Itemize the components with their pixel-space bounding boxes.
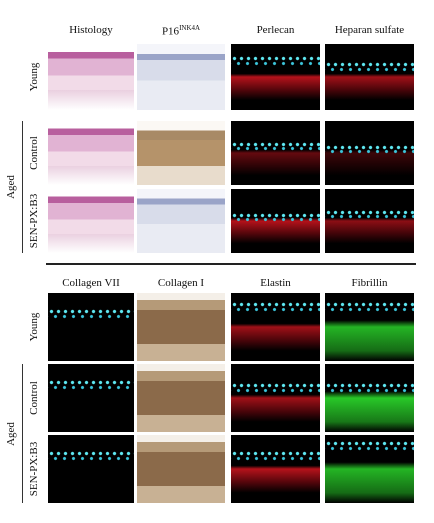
group-label: Aged bbox=[5, 175, 17, 199]
row-label: SEN-PX:B3 bbox=[28, 441, 40, 497]
micrograph bbox=[231, 44, 320, 110]
divider bbox=[46, 263, 416, 265]
micrograph bbox=[137, 435, 225, 503]
group-label: Aged bbox=[5, 421, 17, 446]
micrograph bbox=[137, 293, 225, 361]
group-bracket bbox=[22, 364, 23, 503]
micrograph bbox=[325, 435, 414, 503]
row-label: SEN-PX:B3 bbox=[28, 193, 40, 249]
micrograph bbox=[325, 44, 414, 110]
micrograph bbox=[231, 293, 320, 361]
header-text: P16 bbox=[161, 25, 180, 38]
micrograph bbox=[325, 189, 414, 253]
row-label: Young bbox=[28, 312, 40, 342]
micrograph bbox=[325, 121, 414, 185]
micrograph bbox=[325, 293, 414, 361]
micrograph bbox=[231, 189, 320, 253]
micrograph bbox=[137, 364, 225, 432]
column-header: Perlecan bbox=[256, 24, 295, 36]
micrograph bbox=[231, 364, 320, 432]
micrograph bbox=[48, 44, 134, 110]
micrograph bbox=[48, 435, 134, 503]
micrograph bbox=[48, 121, 134, 185]
micrograph bbox=[231, 435, 320, 503]
header-sup: INK4A bbox=[179, 24, 201, 32]
column-header: Collagen VII bbox=[62, 277, 120, 289]
row-label: Control bbox=[28, 136, 40, 170]
micrograph bbox=[137, 121, 225, 185]
micrograph bbox=[137, 44, 225, 110]
group-bracket bbox=[22, 121, 23, 253]
column-header: Fibrillin bbox=[351, 277, 388, 289]
column-header: P16INK4A bbox=[136, 24, 226, 38]
micrograph bbox=[48, 364, 134, 432]
column-header: Collagen I bbox=[157, 277, 205, 289]
row-label: Young bbox=[28, 62, 40, 92]
column-header: Heparan sulfate bbox=[334, 24, 405, 36]
micrograph bbox=[48, 293, 134, 361]
micrograph bbox=[231, 121, 320, 185]
column-header: Elastin bbox=[260, 277, 291, 289]
micrograph bbox=[137, 189, 225, 253]
micrograph bbox=[48, 189, 134, 253]
column-header: Histology bbox=[69, 24, 113, 36]
row-label: Control bbox=[28, 381, 40, 415]
micrograph bbox=[325, 364, 414, 432]
